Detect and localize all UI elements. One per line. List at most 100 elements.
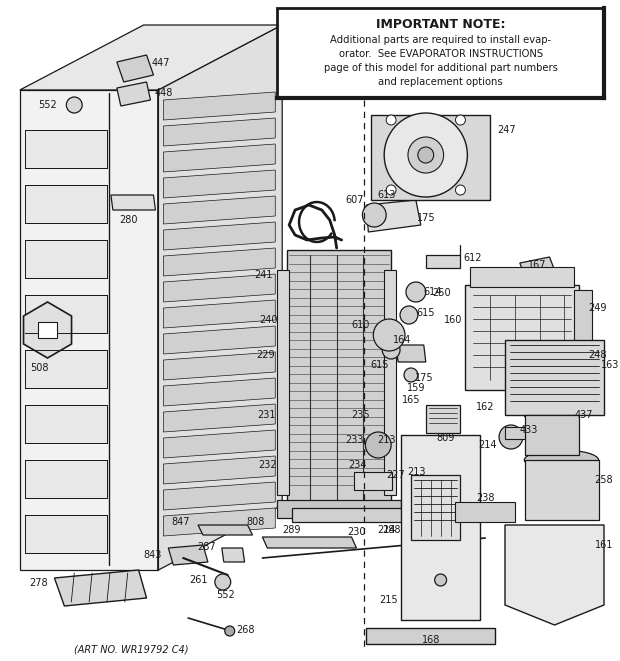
Text: 809: 809 [436,433,454,443]
Bar [471,267,574,287]
Polygon shape [426,255,461,268]
Polygon shape [25,515,107,553]
Bar [505,340,604,415]
Text: IMPORTANT NOTE:: IMPORTANT NOTE: [376,17,505,30]
Ellipse shape [374,414,394,426]
Text: 248: 248 [588,350,606,360]
Text: 615: 615 [417,308,435,318]
Text: Additional parts are required to install evap-: Additional parts are required to install… [330,35,551,45]
Text: and replacement options: and replacement options [378,77,503,87]
Circle shape [386,185,396,195]
Text: 168: 168 [422,635,440,645]
Polygon shape [25,460,107,498]
Polygon shape [25,185,107,223]
Bar [384,270,396,495]
Text: 249: 249 [588,303,606,313]
Text: 235: 235 [352,410,370,420]
Text: 552: 552 [38,100,58,110]
Text: 614: 614 [423,287,442,297]
Circle shape [400,306,418,324]
Polygon shape [25,405,107,443]
Text: 552: 552 [216,590,235,600]
Circle shape [384,113,467,197]
Bar [38,322,58,338]
Circle shape [215,574,231,590]
Ellipse shape [525,450,598,470]
Circle shape [408,137,443,173]
Circle shape [66,97,82,113]
Circle shape [365,432,391,458]
Polygon shape [262,537,356,548]
Bar [277,8,604,98]
Text: 610: 610 [351,320,370,330]
Text: 240: 240 [259,315,277,325]
Text: 250: 250 [432,288,451,298]
Text: 448: 448 [154,88,172,98]
Polygon shape [164,274,275,302]
Polygon shape [169,545,208,565]
Polygon shape [25,350,107,388]
Text: 233: 233 [345,435,363,445]
Polygon shape [164,508,275,536]
Text: 213: 213 [407,467,426,477]
Bar [525,460,599,520]
Polygon shape [164,404,275,432]
Polygon shape [20,90,159,570]
Circle shape [456,115,466,125]
Text: 229: 229 [257,350,275,360]
Text: 160: 160 [445,315,463,325]
Text: 447: 447 [151,58,170,68]
Text: 247: 247 [498,125,516,135]
Text: 232: 232 [259,460,277,470]
Polygon shape [424,440,443,462]
Ellipse shape [525,407,578,423]
Bar [277,270,289,495]
Text: 214: 214 [378,525,396,535]
Bar [371,115,490,200]
Polygon shape [164,118,275,146]
Text: orator.  See EVAPORATOR INSTRUCTIONS: orator. See EVAPORATOR INSTRUCTIONS [339,49,542,59]
Polygon shape [164,144,275,172]
Text: 847: 847 [172,517,190,527]
Text: 278: 278 [29,578,48,588]
Polygon shape [20,25,282,90]
Text: 508: 508 [30,363,49,373]
Text: 288: 288 [382,525,401,535]
Text: 213: 213 [378,435,396,445]
Polygon shape [117,82,151,106]
Text: 612: 612 [463,253,482,263]
Text: 261: 261 [188,575,207,585]
Circle shape [406,282,426,302]
Polygon shape [164,248,275,276]
Circle shape [499,425,523,449]
Text: page of this model for additional part numbers: page of this model for additional part n… [324,63,557,73]
Text: 161: 161 [595,540,613,550]
Bar [466,285,579,390]
Polygon shape [366,200,421,232]
Text: 615: 615 [371,360,389,370]
Bar [355,472,392,490]
Polygon shape [24,302,71,358]
Text: 280: 280 [120,215,138,225]
Bar [277,500,401,518]
Circle shape [382,341,400,359]
Text: (ART NO. WR19792 C4): (ART NO. WR19792 C4) [74,645,188,655]
Text: 165: 165 [402,395,421,405]
Text: 175: 175 [415,373,433,383]
Text: 234: 234 [348,460,366,470]
Polygon shape [111,195,156,210]
Text: 230: 230 [347,527,366,537]
Circle shape [373,319,405,351]
Polygon shape [164,222,275,250]
Polygon shape [164,196,275,224]
Bar [456,502,515,522]
Text: 287: 287 [197,542,216,552]
Circle shape [386,115,396,125]
Bar [366,628,495,644]
Text: 175: 175 [417,213,435,223]
Polygon shape [164,170,275,198]
Text: 437: 437 [575,410,593,420]
Text: 241: 241 [254,270,272,280]
Text: 268: 268 [236,625,255,635]
Bar [411,475,461,540]
